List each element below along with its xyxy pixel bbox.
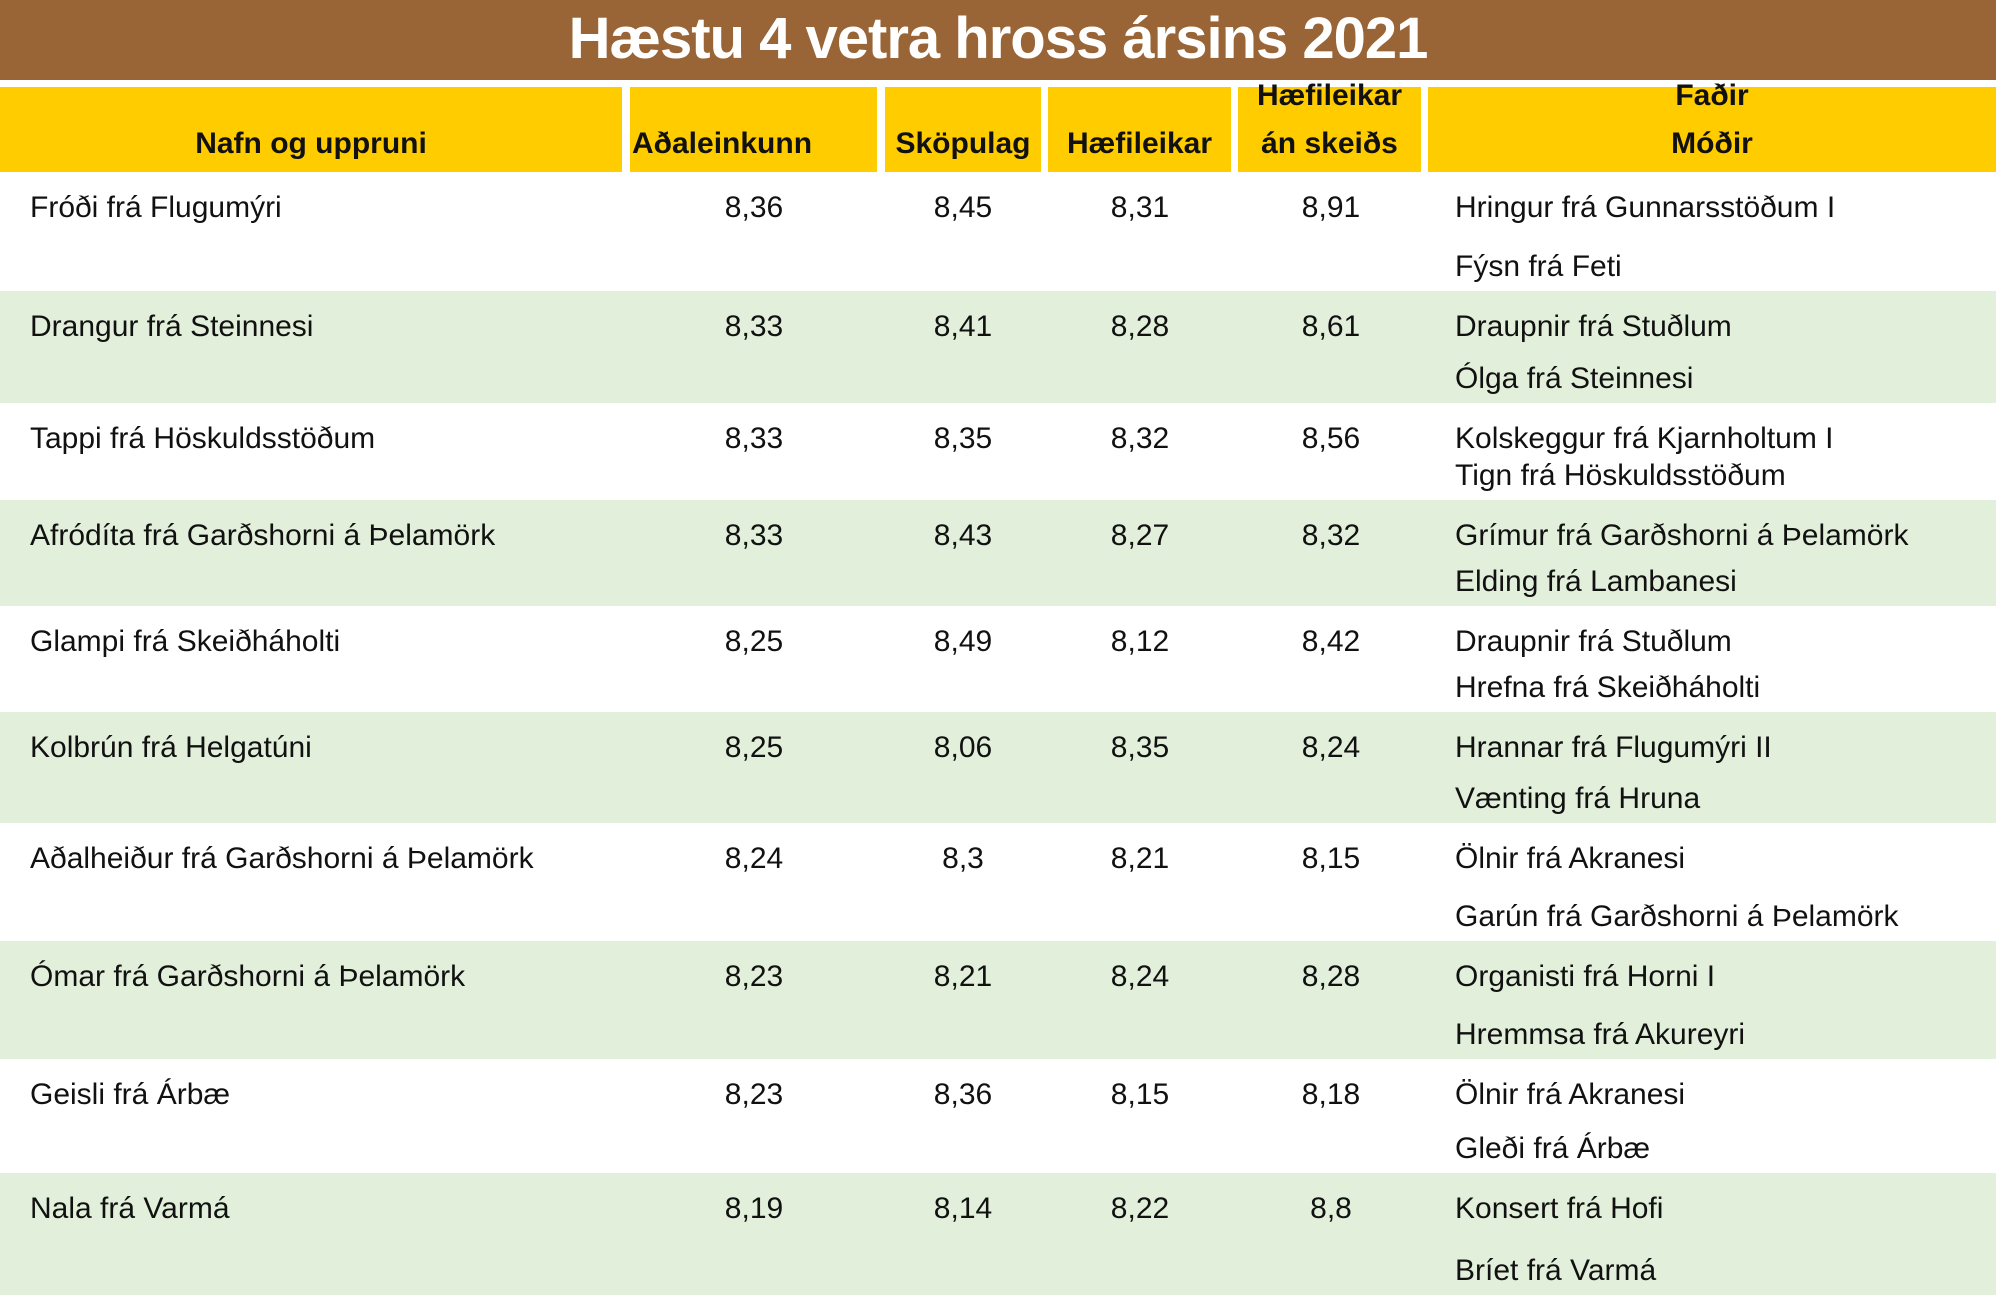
total-score: 8,23	[724, 1078, 784, 1111]
ability-score: 8,28	[1110, 310, 1170, 343]
table-row: Kolbrún frá Helgatúni 8,25 8,06 8,35 8,24 Hra…	[0, 712, 1996, 823]
total-score: 8,33	[724, 519, 784, 552]
father-name: Hringur frá Gunnarsstöðum I	[1455, 191, 1836, 224]
table-row: Nala frá Varmá 8,19 8,14 8,22 8,8 Konsert frá…	[0, 1173, 1996, 1295]
ability-score: 8,12	[1110, 625, 1170, 658]
header-name: Nafn og uppruni	[0, 87, 622, 172]
ability-score: 8,15	[1110, 1078, 1170, 1111]
mother-name: Garún frá Garðshorni á Þelamörk	[1455, 900, 1899, 933]
mother-name: Hremmsa frá Akureyri	[1455, 1018, 1746, 1051]
table-row: Fróði frá Flugumýri 8,36 8,45 8,31 8,91 Hring…	[0, 172, 1996, 291]
header-father-label: Faðir	[1675, 79, 1749, 112]
header-ability-no-pace: Hæfileikar án skeiðs	[1238, 79, 1421, 172]
table-row: Aðalheiður frá Garðshorni á Þelamörk 8,24…	[0, 823, 1996, 941]
header-ability-no-pace-line2: án skeiðs	[1261, 127, 1398, 160]
horse-name: Ómar frá Garðshorni á Þelamörk	[30, 960, 466, 993]
table-row: Afródíta frá Garðshorni á Þelamörk 8,33 8,…	[0, 500, 1996, 606]
ability-no-pace-score: 8,32	[1301, 519, 1361, 552]
header-ability-no-pace-line1: Hæfileikar	[1256, 79, 1403, 112]
ability-no-pace-score: 8,24	[1301, 731, 1361, 764]
ability-no-pace-score: 8,28	[1301, 960, 1361, 993]
mother-name: Hrefna frá Skeiðháholti	[1455, 671, 1761, 704]
total-score: 8,19	[724, 1192, 784, 1225]
ability-no-pace-score: 8,8	[1310, 1192, 1352, 1225]
ability-score: 8,31	[1110, 191, 1170, 224]
ability-score: 8,35	[1110, 731, 1170, 764]
ability-no-pace-score: 8,56	[1301, 422, 1361, 455]
mother-name: Fýsn frá Feti	[1455, 250, 1622, 283]
total-score: 8,25	[724, 625, 784, 658]
horse-name: Kolbrún frá Helgatúni	[30, 731, 312, 764]
conformation-score: 8,43	[933, 519, 993, 552]
header-parents: Faðir Móðir	[1428, 79, 1996, 172]
mother-name: Vænting frá Hruna	[1455, 782, 1701, 815]
father-name: Konsert frá Hofi	[1455, 1192, 1664, 1225]
header-total: Aðaleinkunn	[630, 87, 877, 172]
ability-no-pace-score: 8,15	[1301, 842, 1361, 875]
header-name-label: Nafn og uppruni	[195, 127, 427, 160]
ability-no-pace-score: 8,18	[1301, 1078, 1361, 1111]
mother-name: Elding frá Lambanesi	[1455, 565, 1737, 598]
horse-name: Fróði frá Flugumýri	[30, 191, 282, 224]
total-score: 8,24	[724, 842, 784, 875]
header-conformation: Sköpulag	[885, 87, 1041, 172]
father-name: Draupnir frá Stuðlum	[1455, 625, 1732, 658]
mother-name: Gleði frá Árbæ	[1455, 1132, 1651, 1165]
conformation-score: 8,41	[933, 310, 993, 343]
father-name: Organisti frá Horni I	[1455, 960, 1716, 993]
total-score: 8,36	[724, 191, 784, 224]
mother-name: Ólga frá Steinnesi	[1455, 362, 1694, 395]
ability-score: 8,21	[1110, 842, 1170, 875]
father-name: Kolskeggur frá Kjarnholtum I	[1455, 422, 1834, 455]
ability-no-pace-score: 8,61	[1301, 310, 1361, 343]
horse-name: Aðalheiður frá Garðshorni á Þelamörk	[30, 842, 534, 875]
total-score: 8,23	[724, 960, 784, 993]
conformation-score: 8,3	[942, 842, 984, 875]
table-row: Drangur frá Steinnesi 8,33 8,41 8,28 8,61 Dra…	[0, 291, 1996, 403]
total-score: 8,33	[724, 310, 784, 343]
header-conformation-label: Sköpulag	[895, 127, 1031, 160]
conformation-score: 8,06	[933, 731, 993, 764]
mother-name: Bríet frá Varmá	[1455, 1254, 1657, 1287]
father-name: Hrannar frá Flugumýri II	[1455, 731, 1772, 764]
ability-no-pace-score: 8,42	[1301, 625, 1361, 658]
table-row: Geisli frá Árbæ 8,23 8,36 8,15 8,18 Ölnir frá…	[0, 1059, 1996, 1173]
father-name: Ölnir frá Akranesi	[1455, 1078, 1686, 1111]
horse-name: Drangur frá Steinnesi	[30, 310, 314, 343]
conformation-score: 8,21	[933, 960, 993, 993]
total-score: 8,25	[724, 731, 784, 764]
horse-name: Glampi frá Skeiðháholti	[30, 625, 341, 658]
ability-score: 8,32	[1110, 422, 1170, 455]
page-title: Hæstu 4 vetra hross ársins 2021	[0, 0, 1996, 80]
table-row: Ómar frá Garðshorni á Þelamörk 8,23 8,21 8,…	[0, 941, 1996, 1059]
father-name: Grímur frá Garðshorni á Þelamörk	[1455, 519, 1909, 552]
ability-no-pace-score: 8,91	[1301, 191, 1361, 224]
ability-score: 8,22	[1110, 1192, 1170, 1225]
conformation-score: 8,45	[933, 191, 993, 224]
header-mother-label: Móðir	[1671, 127, 1753, 160]
mother-name: Tign frá Höskuldsstöðum	[1455, 459, 1786, 492]
horse-name: Tappi frá Höskuldsstöðum	[30, 422, 376, 455]
header-ability: Hæfileikar	[1048, 87, 1231, 172]
conformation-score: 8,35	[933, 422, 993, 455]
header-ability-label: Hæfileikar	[1066, 127, 1213, 160]
father-name: Ölnir frá Akranesi	[1455, 842, 1686, 875]
total-score: 8,33	[724, 422, 784, 455]
table-row: Tappi frá Höskuldsstöðum 8,33 8,35 8,32 8,56…	[0, 403, 1996, 500]
horse-name: Geisli frá Árbæ	[30, 1078, 231, 1111]
ability-score: 8,24	[1110, 960, 1170, 993]
conformation-score: 8,36	[933, 1078, 993, 1111]
table-row: Glampi frá Skeiðháholti 8,25 8,49 8,12 8,42 D…	[0, 606, 1996, 712]
conformation-score: 8,14	[933, 1192, 993, 1225]
header-total-label: Aðaleinkunn	[632, 127, 813, 160]
conformation-score: 8,49	[933, 625, 993, 658]
father-name: Draupnir frá Stuðlum	[1455, 310, 1732, 343]
ability-score: 8,27	[1110, 519, 1170, 552]
horse-name: Nala frá Varmá	[30, 1192, 230, 1225]
horse-name: Afródíta frá Garðshorni á Þelamörk	[30, 519, 496, 552]
